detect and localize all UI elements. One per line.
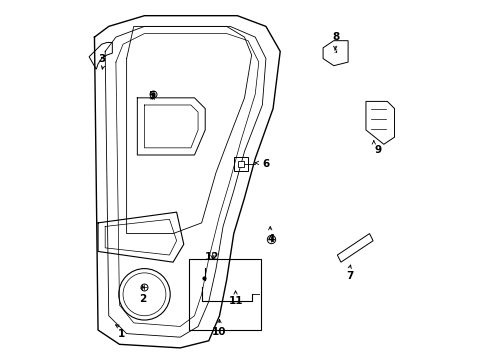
Polygon shape (323, 41, 347, 66)
Bar (189, 258, 260, 330)
Text: 12: 12 (204, 252, 219, 262)
Text: 3: 3 (98, 54, 105, 64)
Text: 7: 7 (346, 271, 353, 282)
Text: SI: SI (333, 49, 337, 54)
Text: 2: 2 (139, 294, 146, 303)
Bar (233, 157, 247, 171)
Text: 11: 11 (228, 296, 243, 306)
Text: 5: 5 (148, 91, 155, 101)
Text: 1: 1 (118, 329, 124, 339)
Text: 4: 4 (267, 234, 274, 244)
Text: 10: 10 (212, 327, 226, 337)
Text: 8: 8 (331, 32, 339, 42)
Polygon shape (337, 234, 372, 262)
Text: 6: 6 (262, 159, 269, 169)
Polygon shape (365, 102, 394, 144)
Text: 9: 9 (374, 145, 381, 155)
Polygon shape (89, 42, 112, 69)
